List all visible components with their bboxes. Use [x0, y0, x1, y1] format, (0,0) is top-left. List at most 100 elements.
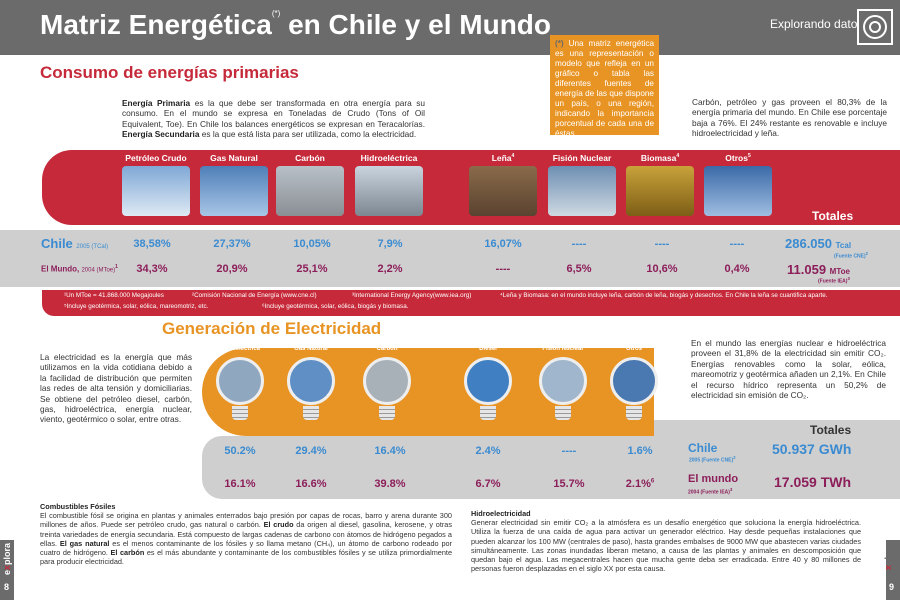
generation-totals-band [654, 420, 900, 436]
generation-chile-label: Chile [688, 441, 718, 455]
brand-logo-right: explora [883, 542, 893, 575]
generation-chile-value-2: 16.4% [374, 445, 406, 457]
primary-chile-value-0: 38,58% [133, 238, 171, 250]
primary-chile-value-3: 7,9% [377, 238, 403, 250]
lightbulb-base-icon [379, 406, 395, 420]
definition-callout: (*) Una matriz energética es una represe… [550, 35, 659, 138]
generation-chile-value-0: 50.2% [224, 445, 256, 457]
primary-chile-value-7: ---- [729, 238, 745, 250]
page-title: Matriz Energética(*) en Chile y el Mundo [40, 9, 552, 40]
generation-world-label: El mundo [688, 473, 739, 485]
lightbulb-icon [610, 357, 658, 405]
generation-totals-label: Totales [810, 423, 852, 437]
generation-world-value-0: 16.1% [224, 478, 256, 490]
generation-world-value-4: 15.7% [553, 478, 585, 490]
generation-category-0: Hidroeléctrica [219, 346, 261, 352]
generation-chile-source: 2005 (Fuente CNE)2 [689, 455, 736, 464]
right-page-tab [886, 540, 900, 600]
primary-chile-total: 286.050 Tcal [785, 236, 852, 251]
primary-category-3: Hidroeléctrica [360, 153, 418, 163]
generation-world-value-2: 39.8% [374, 478, 406, 490]
generation-right-text: En el mundo las energías nuclear e hidro… [691, 338, 886, 401]
generation-world-source: 2004 (Fuente IEA)3 [688, 487, 733, 496]
lightbulb-icon [464, 357, 512, 405]
generation-chile-band [202, 436, 900, 467]
primary-world-total-source: (Fuente IEA)3 [818, 276, 850, 285]
primary-category-2: Carbón [295, 153, 325, 163]
primary-world-value-5: 6,5% [566, 263, 592, 275]
primary-photo-2 [276, 166, 344, 216]
primary-world-value-2: 25,1% [296, 263, 328, 275]
fossil-fuels-text: Combustibles Fósiles El combustible fósil… [40, 502, 453, 567]
page-number-right: 9 [889, 582, 895, 592]
generation-category-3: Diesel [479, 346, 497, 352]
primary-values-band [0, 230, 900, 287]
generation-left-text: La electricidad es la energía que más ut… [40, 352, 192, 425]
primary-photo-3 [355, 166, 423, 216]
primary-photo-5 [548, 166, 616, 216]
primary-chile-value-1: 27,37% [213, 238, 251, 250]
lightbulb-base-icon [480, 406, 496, 420]
generation-heading: Generación de Electricidad [162, 319, 382, 338]
primary-photo-6 [626, 166, 694, 216]
generation-world-value-1: 16.6% [295, 478, 327, 490]
primary-chile-value-4: 16,07% [484, 238, 522, 250]
primary-chile-total-source: (Fuente CNE)2 [834, 251, 868, 260]
generation-chile-value-1: 29.4% [295, 445, 327, 457]
primary-photo-1 [200, 166, 268, 216]
generation-ribbon [202, 348, 654, 436]
primary-world-label: El Mundo, 2004 (MToe)1 [41, 264, 118, 274]
primary-heading: Consumo de energías primarias [40, 63, 299, 82]
primary-world-value-0: 34,3% [136, 263, 168, 275]
footnote-2: ²Comisión Nacional de Energía (www.cne.c… [192, 292, 317, 299]
primary-chile-value-5: ---- [571, 238, 587, 250]
lightbulb-icon [287, 357, 335, 405]
footnote-6: ⁶Incluye geotérmica, solar, eólica, biog… [262, 303, 409, 310]
generation-world-band [202, 467, 900, 499]
generation-category-2: Carbón [376, 346, 398, 352]
footnote-3: ³International Energy Agency(www.iea.org… [352, 292, 472, 299]
primary-world-total: 11.059 MToe [787, 262, 850, 277]
primary-totals-label: Totales [812, 209, 854, 223]
lightbulb-icon [216, 357, 264, 405]
generation-category-5: Otros [625, 346, 642, 352]
lightbulb-icon [539, 357, 587, 405]
page-number-left: 8 [4, 582, 10, 592]
primary-photo-7 [704, 166, 772, 216]
footnote-4: ⁴Leña y Biomasa: en el mundo incluye leñ… [500, 292, 828, 299]
lightbulb-base-icon [626, 406, 642, 420]
lightbulb-icon [363, 357, 411, 405]
generation-world-value-3: 6.7% [475, 478, 501, 490]
header-bar: Matriz Energética(*) en Chile y el Mundo… [0, 0, 900, 55]
lightbulb-base-icon [303, 406, 319, 420]
hydro-text: Hidroelectricidad Generar electricidad si… [471, 509, 861, 574]
lightbulb-base-icon [555, 406, 571, 420]
primary-chile-value-6: ---- [654, 238, 670, 250]
brand-logo-left: explora [2, 542, 12, 575]
footnotes-ribbon [42, 290, 900, 316]
primary-category-5: Fisión Nuclear [552, 153, 612, 163]
primary-world-value-3: 2,2% [377, 263, 403, 275]
primary-world-value-1: 20,9% [216, 263, 248, 275]
generation-category-4: Fisión Nuclear [542, 346, 584, 352]
primary-side-text: Carbón, petróleo y gas proveen el 80,3% … [692, 97, 887, 139]
primary-intro: Energía Primaria es la que debe ser tran… [122, 98, 425, 140]
generation-world-value-5: 2.1%6 [625, 478, 655, 490]
primary-world-value-4: ---- [495, 263, 511, 275]
footnote-1: ¹Un MToe = 41.868.000 Megajoules [64, 292, 164, 299]
primary-category-4: Leña4 [491, 153, 515, 163]
primary-category-6: Biomasa4 [640, 153, 680, 163]
generation-chile-value-3: 2.4% [475, 445, 501, 457]
primary-category-0: Petróleo Crudo [125, 153, 187, 163]
generation-chile-total: 50.937 GWh [772, 441, 852, 457]
generation-chile-value-5: 1.6% [627, 445, 653, 457]
primary-photo-0 [122, 166, 190, 216]
section-label: Explorando datos [770, 17, 864, 31]
lightbulb-base-icon [232, 406, 248, 420]
primary-photo-4 [469, 166, 537, 216]
generation-world-total: 17.059 TWh [774, 474, 852, 490]
left-page-tab [0, 540, 14, 600]
footnote-5: ⁵Incluye geotérmica, solar, eólica, mare… [64, 303, 209, 310]
primary-chile-label: Chile 2005 (TCal) [41, 236, 109, 251]
